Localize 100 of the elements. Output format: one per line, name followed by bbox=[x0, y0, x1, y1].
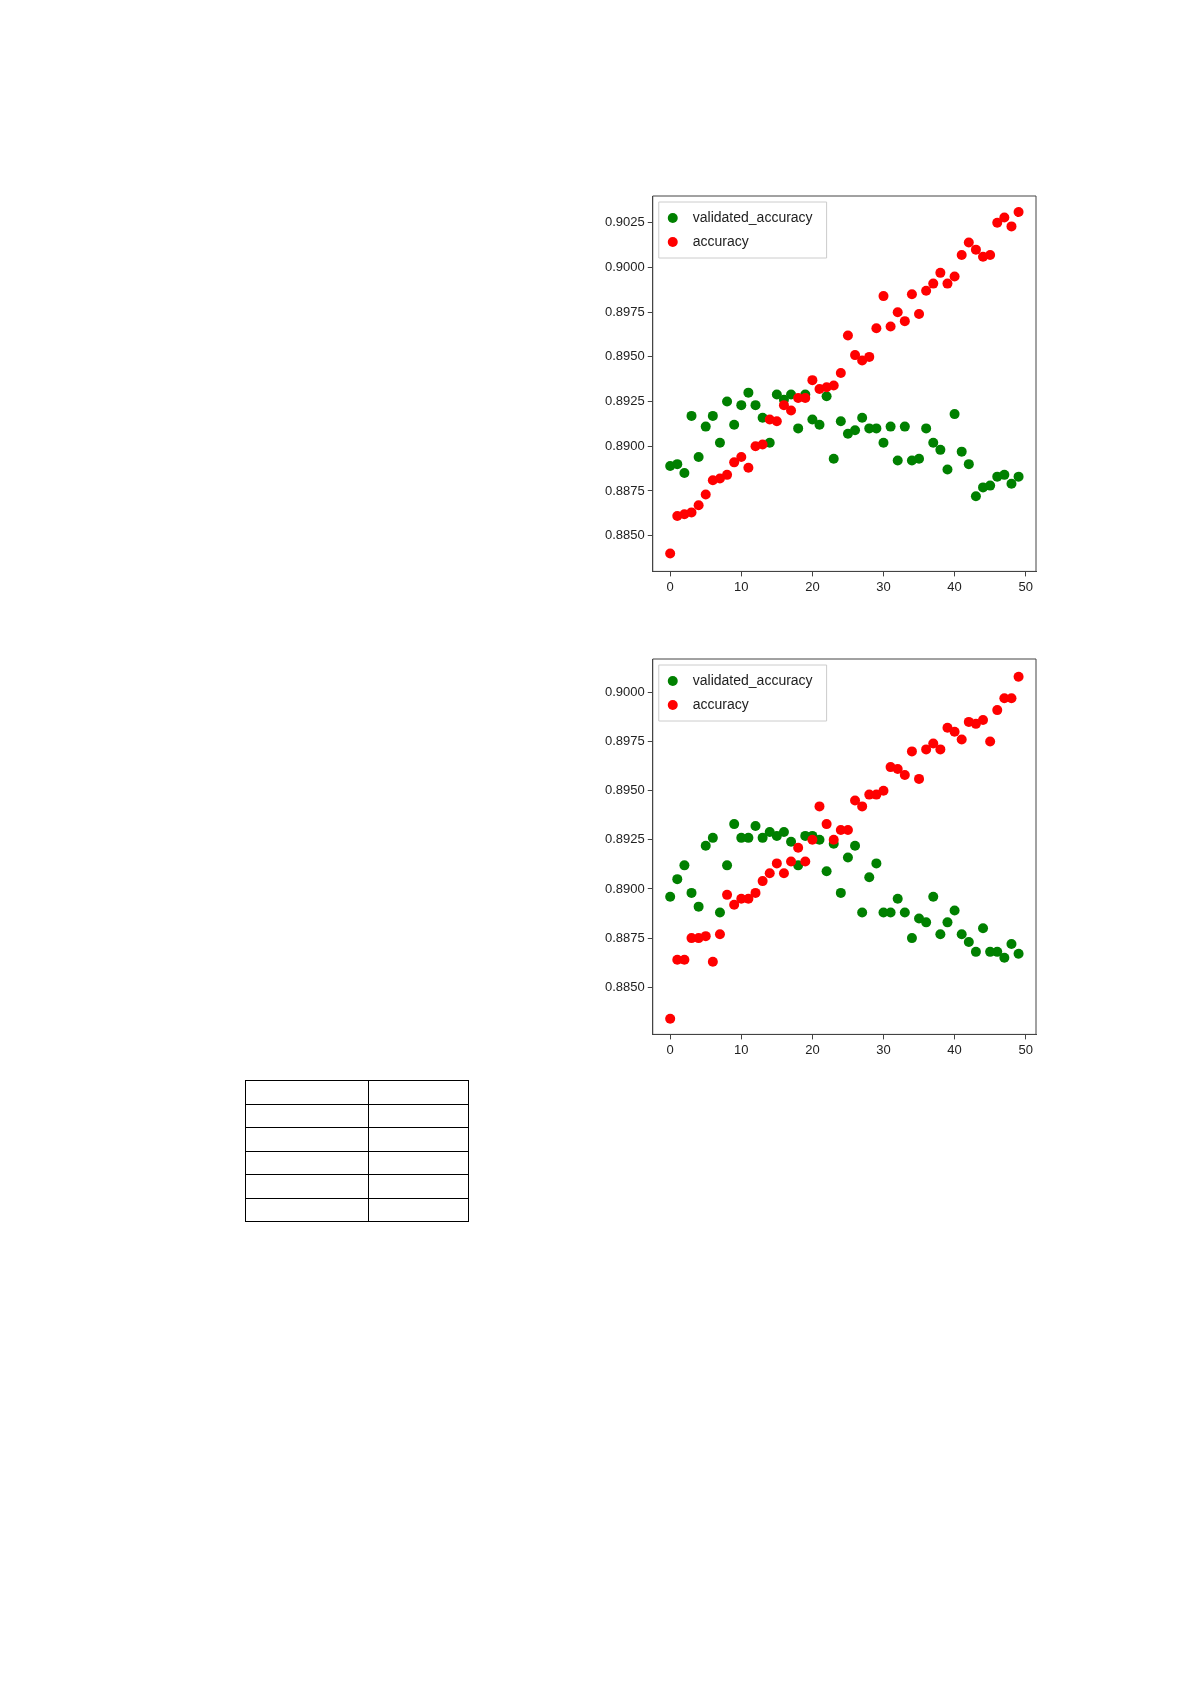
point bbox=[707, 956, 718, 967]
point bbox=[807, 414, 818, 425]
point bbox=[899, 907, 910, 918]
point bbox=[914, 453, 925, 464]
point bbox=[850, 840, 861, 851]
y-tick-label: 0.8900 bbox=[605, 880, 645, 896]
point bbox=[793, 842, 804, 853]
point bbox=[800, 393, 811, 403]
point bbox=[786, 856, 797, 867]
point bbox=[672, 459, 683, 470]
point bbox=[928, 891, 939, 902]
point bbox=[985, 480, 996, 491]
point bbox=[743, 832, 754, 843]
y-tick-label: 0.8975 bbox=[605, 733, 645, 749]
point bbox=[1013, 671, 1024, 682]
point bbox=[693, 500, 704, 511]
point bbox=[985, 736, 996, 747]
point bbox=[722, 889, 733, 900]
point bbox=[1006, 938, 1017, 949]
point bbox=[700, 489, 711, 500]
point bbox=[700, 931, 711, 942]
point bbox=[679, 954, 690, 965]
point bbox=[992, 705, 1003, 716]
point bbox=[1013, 471, 1024, 482]
point bbox=[835, 887, 846, 898]
x-tick-label: 0 bbox=[666, 578, 674, 594]
point bbox=[821, 866, 832, 877]
legend-label: accuracy bbox=[692, 695, 749, 712]
point bbox=[807, 375, 818, 386]
point bbox=[736, 400, 747, 411]
point bbox=[970, 946, 981, 957]
point bbox=[942, 917, 953, 928]
point bbox=[892, 893, 903, 904]
point bbox=[892, 764, 903, 775]
point bbox=[714, 437, 725, 448]
point bbox=[665, 891, 676, 902]
point bbox=[956, 446, 967, 457]
point bbox=[963, 459, 974, 470]
point bbox=[928, 738, 939, 749]
point bbox=[850, 795, 861, 806]
point bbox=[878, 291, 889, 302]
point bbox=[842, 330, 853, 341]
point bbox=[800, 856, 811, 867]
point bbox=[700, 421, 711, 432]
point bbox=[857, 412, 868, 423]
x-tick-label: 20 bbox=[805, 578, 820, 594]
point bbox=[828, 453, 839, 464]
point bbox=[665, 548, 676, 559]
point bbox=[700, 840, 711, 851]
x-tick-label: 50 bbox=[1018, 578, 1033, 594]
point bbox=[921, 423, 932, 434]
point bbox=[899, 421, 910, 432]
point bbox=[842, 428, 853, 439]
point bbox=[757, 876, 768, 887]
point bbox=[942, 278, 953, 289]
point bbox=[707, 832, 718, 843]
x-tick-label: 0 bbox=[666, 1041, 674, 1057]
point bbox=[679, 468, 690, 479]
point bbox=[722, 396, 733, 407]
point bbox=[714, 929, 725, 940]
point bbox=[949, 409, 960, 420]
point bbox=[750, 887, 761, 898]
y-tick-label: 0.9000 bbox=[605, 683, 645, 699]
point bbox=[814, 419, 825, 430]
point bbox=[999, 469, 1010, 480]
point bbox=[935, 744, 946, 755]
point bbox=[914, 308, 925, 319]
point bbox=[821, 819, 832, 830]
point bbox=[771, 830, 782, 841]
point bbox=[978, 923, 989, 934]
point bbox=[693, 451, 704, 462]
point bbox=[672, 874, 683, 885]
point bbox=[942, 722, 953, 733]
point bbox=[722, 469, 733, 480]
point bbox=[1013, 948, 1024, 959]
point bbox=[736, 451, 747, 462]
point bbox=[778, 400, 789, 411]
point bbox=[835, 367, 846, 378]
point bbox=[949, 726, 960, 737]
legend-label: accuracy bbox=[692, 232, 749, 249]
point bbox=[743, 462, 754, 473]
point bbox=[906, 289, 917, 300]
y-tick-label: 0.8850 bbox=[605, 527, 645, 543]
point bbox=[850, 350, 861, 361]
y-tick-label: 0.8975 bbox=[605, 303, 645, 319]
point bbox=[686, 507, 697, 518]
point bbox=[757, 439, 768, 450]
point bbox=[750, 400, 761, 411]
point bbox=[665, 1013, 676, 1024]
point bbox=[878, 785, 889, 796]
point bbox=[992, 946, 1003, 957]
point bbox=[949, 271, 960, 282]
point bbox=[928, 437, 939, 448]
point bbox=[935, 444, 946, 455]
point bbox=[743, 893, 754, 904]
point bbox=[828, 380, 839, 391]
point bbox=[935, 929, 946, 940]
point bbox=[786, 836, 797, 847]
x-tick-label: 30 bbox=[876, 1041, 891, 1057]
point bbox=[864, 872, 875, 883]
